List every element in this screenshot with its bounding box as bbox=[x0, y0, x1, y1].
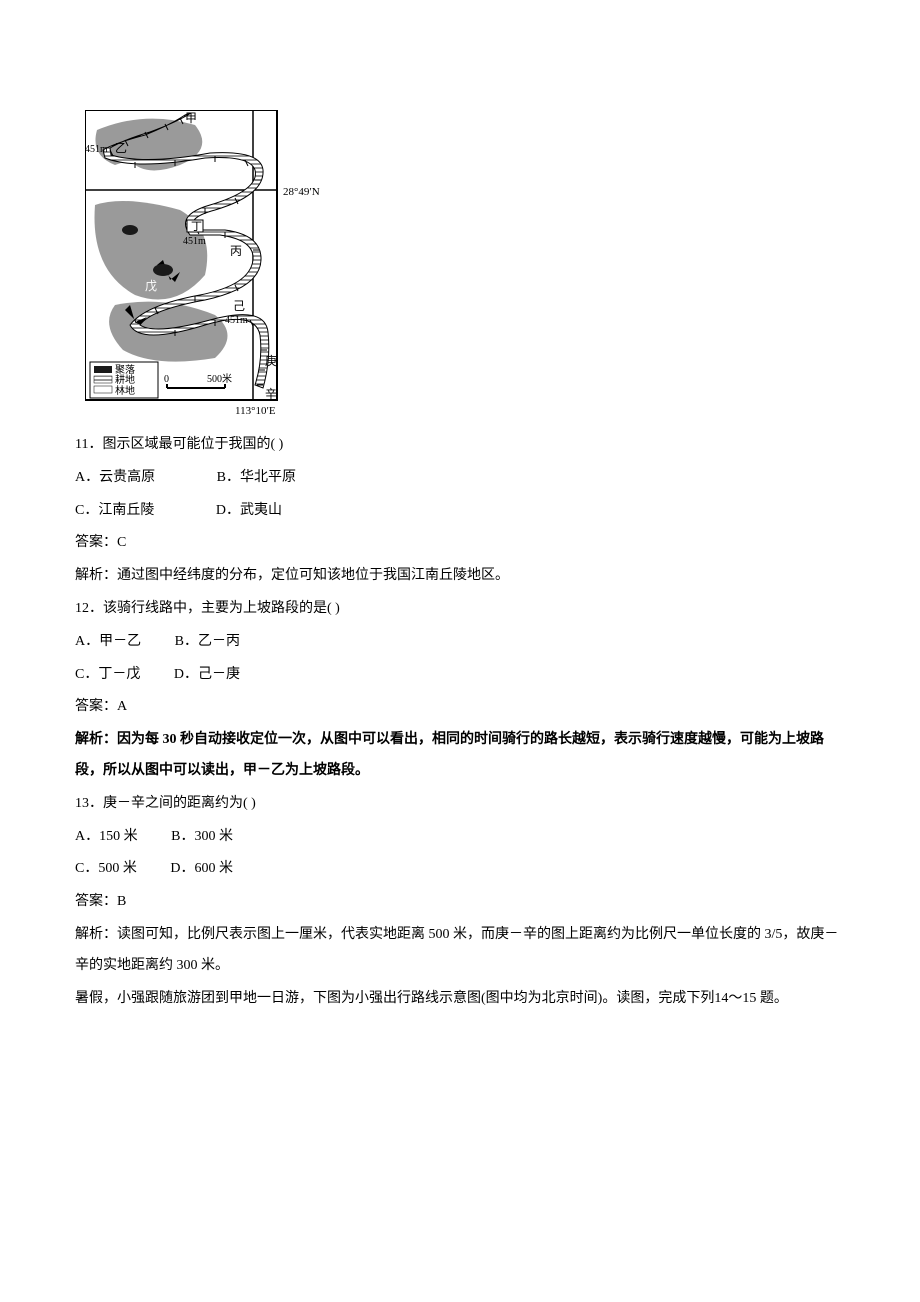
q13-optC: C．500 米 bbox=[75, 854, 137, 885]
q12-answer: 答案：A bbox=[75, 692, 845, 723]
q12-optA: A．甲－乙 bbox=[75, 627, 141, 658]
svg-text:451m: 451m bbox=[85, 144, 108, 155]
q12-analysis-label: 解析： bbox=[75, 732, 117, 747]
q11-optA: A．云贵高原 bbox=[75, 463, 155, 494]
svg-text:辛: 辛 bbox=[265, 387, 277, 401]
q11-answer: 答案：C bbox=[75, 528, 845, 559]
q12-optC: C．丁－戊 bbox=[75, 660, 140, 691]
q13-analysis: 解析：读图可知，比例尺表示图上一厘米，代表实地距离 500 米，而庚－辛的图上距… bbox=[75, 920, 845, 982]
map-figure: 甲 451m 乙 丁 451m 丙 戊 己 451m 庚 辛 28°49′N 1… bbox=[85, 110, 845, 420]
q11-options-row1: A．云贵高原 B．华北平原 bbox=[75, 463, 845, 494]
svg-text:451m: 451m bbox=[183, 236, 206, 247]
q12-optB: B．乙－丙 bbox=[175, 627, 240, 658]
svg-text:甲: 甲 bbox=[185, 111, 197, 125]
q12-analysis: 解析：因为每 30 秒自动接收定位一次，从图中可以看出，相同的时间骑行的路长越短… bbox=[75, 725, 845, 787]
q13-stem: 13．庚－辛之间的距离约为( ) bbox=[75, 789, 845, 820]
q11-optD: D．武夷山 bbox=[216, 496, 282, 527]
svg-text:0: 0 bbox=[164, 374, 169, 385]
svg-text:林地: 林地 bbox=[115, 384, 135, 397]
q13-optA: A．150 米 bbox=[75, 822, 138, 853]
svg-text:丁: 丁 bbox=[191, 221, 202, 233]
q12-stem: 12．该骑行线路中，主要为上坡路段的是( ) bbox=[75, 594, 845, 625]
svg-text:己: 己 bbox=[233, 299, 245, 313]
svg-text:庚: 庚 bbox=[265, 353, 277, 368]
q12-options-row2: C．丁－戊 D．己－庚 bbox=[75, 660, 845, 691]
q12-analysis-body: 因为每 30 秒自动接收定位一次，从图中可以看出，相同的时间骑行的路长越短，表示… bbox=[75, 732, 824, 778]
q14-15-intro: 暑假，小强跟随旅游团到甲地一日游，下图为小强出行路线示意图(图中均为北京时间)。… bbox=[75, 984, 845, 1015]
q11-analysis: 解析：通过图中经纬度的分布，定位可知该地位于我国江南丘陵地区。 bbox=[75, 561, 845, 592]
q13-optD: D．600 米 bbox=[170, 854, 233, 885]
svg-text:丙: 丙 bbox=[230, 244, 242, 258]
q11-optC: C．江南丘陵 bbox=[75, 496, 154, 527]
svg-text:28°49′N: 28°49′N bbox=[283, 186, 320, 198]
svg-text:戊: 戊 bbox=[145, 279, 157, 293]
q12-options-row1: A．甲－乙 B．乙－丙 bbox=[75, 627, 845, 658]
q13-options-row2: C．500 米 D．600 米 bbox=[75, 854, 845, 885]
q13-options-row1: A．150 米 B．300 米 bbox=[75, 822, 845, 853]
svg-text:耕地: 耕地 bbox=[115, 373, 135, 386]
route-map-svg: 甲 451m 乙 丁 451m 丙 戊 己 451m 庚 辛 28°49′N 1… bbox=[85, 110, 335, 420]
q11-optB: B．华北平原 bbox=[217, 463, 296, 494]
q12-optD: D．己－庚 bbox=[174, 660, 240, 691]
svg-text:451m: 451m bbox=[225, 315, 248, 326]
q13-optB: B．300 米 bbox=[171, 822, 233, 853]
svg-text:113°10′E: 113°10′E bbox=[235, 405, 276, 417]
q11-options-row2: C．江南丘陵 D．武夷山 bbox=[75, 496, 845, 527]
q11-stem: 11．图示区域最可能位于我国的( ) bbox=[75, 430, 845, 461]
svg-text:500米: 500米 bbox=[207, 372, 232, 385]
svg-text:乙: 乙 bbox=[115, 141, 127, 155]
q13-answer: 答案：B bbox=[75, 887, 845, 918]
